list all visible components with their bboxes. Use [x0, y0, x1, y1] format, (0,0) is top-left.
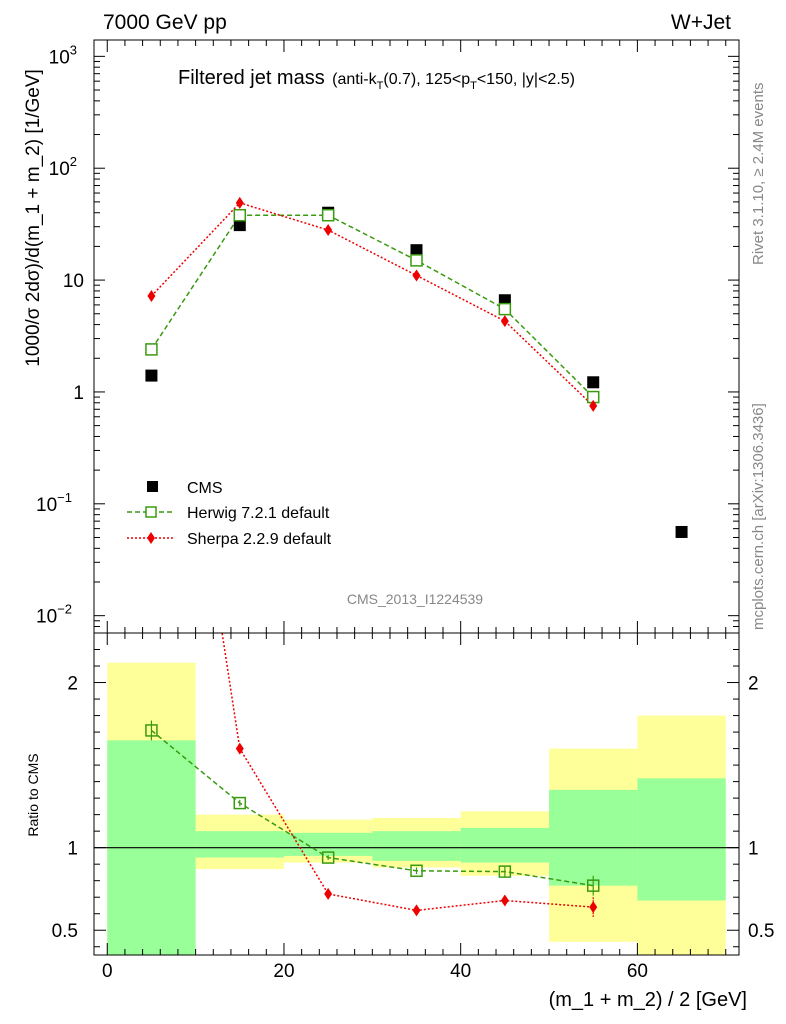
ratio-sherpa-point: [412, 904, 421, 917]
ratio-band-green: [195, 831, 284, 858]
ratio-panel: 0.5 0.51 12 20 20 40 60: [52, 165, 774, 982]
ratio-y-tick-label-right: 0.5: [748, 921, 774, 942]
source-label: mcplots.cern.ch [arXiv:1306.3436]: [750, 403, 767, 630]
ratio-band-green: [460, 827, 550, 863]
ratio-herwig-point: [498, 865, 512, 878]
legend-cms-marker: [147, 481, 158, 492]
legend-herwig-label: Herwig 7.2.1 default: [187, 505, 330, 522]
analysis-watermark: CMS_2013_I1224539: [347, 591, 483, 607]
ratio-y-axis-label: Ratio to CMS: [25, 753, 41, 836]
herwig-point: [321, 208, 335, 222]
sherpa-point: [412, 269, 421, 282]
ratio-sherpa-point: [589, 901, 598, 914]
ratio-frame: [93, 632, 740, 956]
herwig-point: [410, 254, 423, 267]
cms-point: [410, 244, 423, 257]
x-tick-label: 40: [450, 961, 471, 982]
header-process: W+Jet: [671, 11, 731, 34]
ratio-sherpa-line: [221, 633, 594, 912]
ratio-y-tick-label-left: 2: [67, 674, 78, 695]
cms-point: [587, 376, 600, 389]
cms-point: [145, 369, 158, 382]
rivet-label: Rivet 3.1.10, ≥ 2.4M events: [750, 83, 767, 266]
ratio-plot-area: [94, 165, 739, 955]
main-y-axis-label: 1000/σ 2dσ)/d(m_1 + m_2) [1/GeV]: [23, 69, 44, 367]
ratio-y-tick-label-left: 1: [67, 839, 78, 860]
ratio-sherpa-point: [147, 165, 155, 177]
ratio-herwig-point: [321, 851, 335, 864]
legend-sherpa-label: Sherpa 2.2.9 default: [187, 531, 332, 548]
cms-point: [675, 525, 688, 538]
sherpa-point: [235, 196, 244, 209]
main-y-tick-label: 10: [63, 271, 84, 292]
main-plot-area: [145, 196, 688, 538]
herwig-point: [145, 343, 158, 356]
main-y-tick-label: 102: [49, 154, 77, 180]
main-y-tick-label: 1: [73, 383, 84, 404]
sherpa-line: [150, 202, 594, 407]
ratio-herwig-point: [233, 796, 247, 810]
x-tick-label: 0: [102, 961, 113, 982]
main-panel: 10−2 10−1 1 10 102 103: [36, 39, 740, 634]
ratio-band-green: [549, 789, 638, 886]
ratio-sherpa-point: [324, 887, 333, 900]
ratio-sherpa-point: [235, 742, 244, 755]
cms-point: [233, 219, 246, 232]
sherpa-point: [324, 224, 333, 237]
main-y-tick-label: 10−2: [36, 602, 72, 628]
x-tick-label: 20: [273, 961, 294, 982]
main-y-tick-label: 10−1: [36, 490, 72, 516]
legend: CMS Herwig 7.2.1 default Sherpa 2.2.9 de…: [127, 480, 332, 548]
ratio-herwig-point: [410, 864, 423, 878]
header-energy: 7000 GeV pp: [103, 11, 227, 34]
legend-herwig-marker: [145, 506, 157, 518]
main-y-tick-label: 103: [49, 42, 77, 68]
herwig-point: [233, 208, 247, 222]
ratio-y-tick-label-right: 1: [748, 839, 759, 860]
x-tick-label: 60: [627, 961, 648, 982]
chart-title: Filtered jet mass (anti-kT(0.7), 125<pT<…: [178, 67, 575, 92]
legend-sherpa-marker: [147, 532, 155, 544]
x-axis-label: (m_1 + m_2) / 2 [GeV]: [549, 989, 747, 1011]
ratio-band-green: [372, 831, 461, 861]
legend-cms-label: CMS: [187, 480, 223, 497]
ratio-herwig-line: [150, 729, 594, 887]
ratio-y-tick-label-right: 2: [748, 674, 759, 695]
ratio-sherpa-point: [500, 894, 509, 907]
sherpa-point: [500, 315, 509, 328]
ratio-herwig-point: [145, 724, 158, 737]
sherpa-point: [147, 290, 156, 303]
ratio-band-green: [637, 778, 726, 901]
herwig-line: [150, 214, 594, 398]
sherpa-point: [589, 399, 598, 412]
ratio-herwig-point: [586, 879, 600, 892]
herwig-point: [498, 302, 512, 316]
ratio-y-tick-label-left: 0.5: [52, 921, 78, 942]
ratio-band-green: [283, 832, 373, 856]
